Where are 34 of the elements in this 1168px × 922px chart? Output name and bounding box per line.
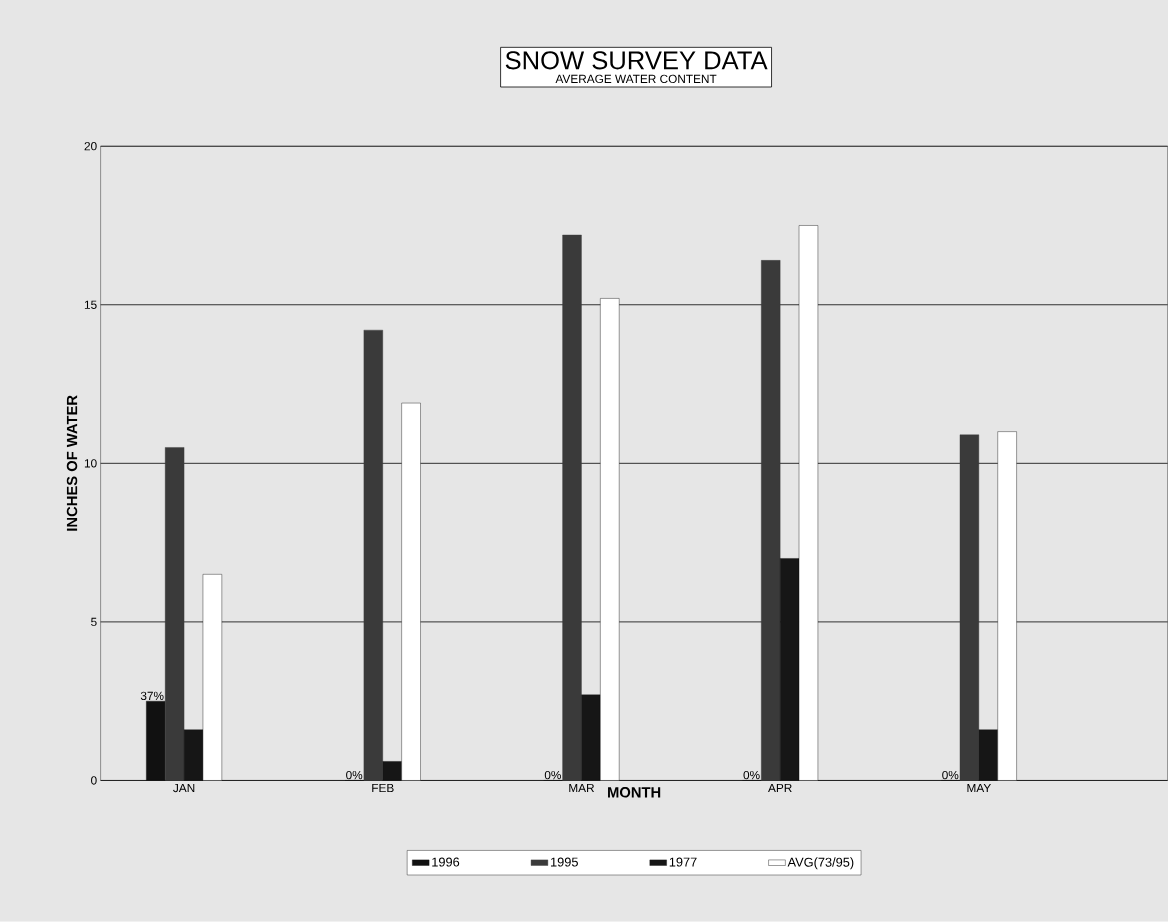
annotation: 0% bbox=[544, 771, 561, 780]
y-tick-label: 0 bbox=[91, 776, 97, 785]
bar bbox=[562, 234, 582, 781]
chart-title: SNOW SURVEY DATA bbox=[505, 51, 768, 70]
bar bbox=[581, 694, 601, 781]
annotation: 37% bbox=[140, 691, 164, 701]
bar bbox=[959, 434, 980, 781]
bar bbox=[382, 761, 402, 781]
x-tick-label: JAN bbox=[173, 784, 195, 793]
y-tick-label: 20 bbox=[84, 142, 97, 151]
bar bbox=[363, 330, 383, 781]
chart-subtitle: AVERAGE WATER CONTENT bbox=[555, 74, 717, 84]
annotation: 0% bbox=[942, 771, 959, 780]
y-tick-label: 5 bbox=[91, 617, 97, 627]
annotation: 0% bbox=[346, 771, 363, 780]
bar bbox=[779, 558, 800, 781]
x-tick-label: APR bbox=[768, 784, 792, 793]
legend-label: 1995 bbox=[551, 857, 578, 867]
bar bbox=[146, 701, 166, 781]
x-tick-label: MAR bbox=[569, 784, 595, 793]
legend-label: AVG(73/95) bbox=[787, 857, 854, 870]
legend-label: 1996 bbox=[432, 857, 460, 867]
bar bbox=[761, 260, 781, 781]
x-tick-label: FEB bbox=[372, 784, 394, 793]
bar bbox=[183, 729, 204, 781]
legend-label: 1977 bbox=[669, 857, 697, 867]
x-axis-title: MONTH bbox=[608, 787, 661, 798]
bar bbox=[978, 729, 998, 781]
y-axis-title: INCHES OF WATER bbox=[66, 395, 78, 531]
y-tick-label: 10 bbox=[84, 459, 97, 468]
y-tick-label: 15 bbox=[84, 300, 97, 309]
annotation: 0% bbox=[743, 771, 760, 780]
bar bbox=[164, 447, 185, 781]
x-tick-label: MAY bbox=[967, 784, 991, 793]
